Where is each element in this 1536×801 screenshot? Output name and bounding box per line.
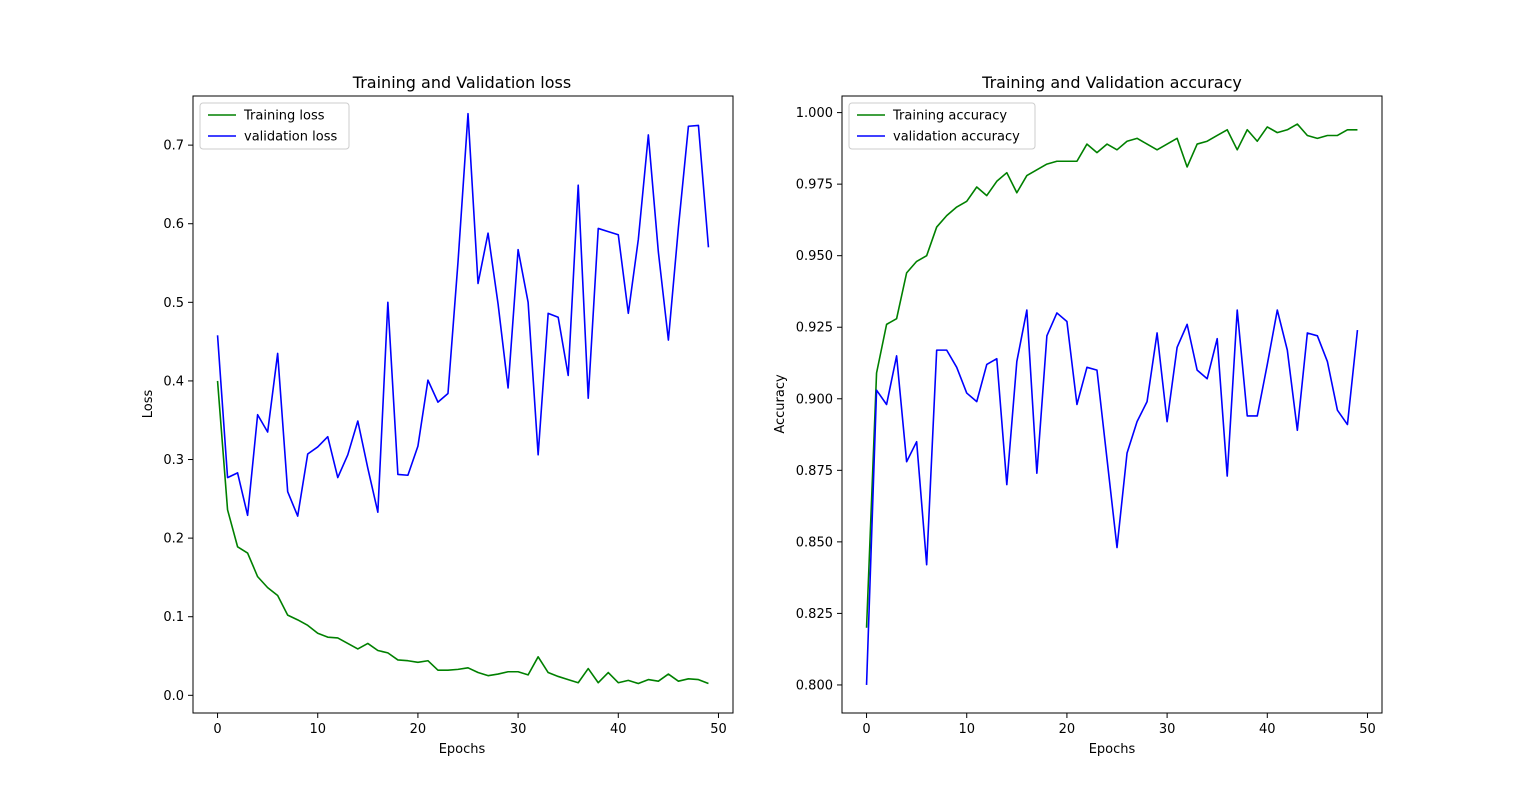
accuracy-x-tick-label: 0 bbox=[862, 722, 870, 737]
loss-y-axis-label: Loss bbox=[141, 390, 156, 419]
loss-x-tick-label: 10 bbox=[309, 722, 326, 737]
series-line-validation-accuracy bbox=[865, 309, 1359, 685]
legend-label-validation-loss: validation loss bbox=[244, 130, 337, 145]
accuracy-x-tick-label: 50 bbox=[1359, 722, 1376, 737]
accuracy-y-tick-label: 0.975 bbox=[796, 178, 833, 193]
legend-label-training-accuracy: Training accuracy bbox=[892, 109, 1007, 124]
loss-x-tick-label: 30 bbox=[510, 722, 527, 737]
loss-x-tick-label: 0 bbox=[213, 722, 221, 737]
loss-y-tick-label: 0.1 bbox=[163, 610, 184, 625]
loss-y-tick-label: 0.0 bbox=[163, 689, 184, 704]
accuracy-x-tick-label: 10 bbox=[958, 722, 975, 737]
loss-chart: Training and Validation loss Epochs Loss… bbox=[141, 73, 734, 757]
loss-y-tick-label: 0.7 bbox=[163, 139, 184, 154]
loss-y-tick-label: 0.6 bbox=[163, 217, 184, 232]
accuracy-chart: Training and Validation accuracy Epochs … bbox=[773, 73, 1383, 757]
accuracy-legend: Training accuracy validation accuracy bbox=[848, 102, 1036, 150]
accuracy-x-tick-label: 30 bbox=[1159, 722, 1176, 737]
loss-plot-area-frame bbox=[192, 95, 734, 714]
series-line-training-accuracy bbox=[865, 123, 1358, 628]
loss-x-tick-label: 20 bbox=[410, 722, 427, 737]
loss-legend: Training loss validation loss bbox=[199, 102, 350, 150]
accuracy-x-axis-label: Epochs bbox=[1089, 742, 1136, 757]
accuracy-y-axis-label: Accuracy bbox=[773, 374, 788, 434]
accuracy-plot-area-frame bbox=[841, 95, 1383, 714]
accuracy-legend-box bbox=[848, 102, 1036, 150]
accuracy-x-tick-label: 20 bbox=[1059, 722, 1076, 737]
accuracy-y-tick-label: 0.875 bbox=[796, 464, 833, 479]
accuracy-chart-title: Training and Validation accuracy bbox=[981, 73, 1242, 92]
loss-y-tick-label: 0.4 bbox=[163, 374, 184, 389]
series-line-training-loss bbox=[216, 380, 709, 685]
accuracy-y-tick-label: 0.925 bbox=[796, 321, 833, 336]
loss-legend-box bbox=[199, 102, 350, 150]
loss-x-axis-label: Epochs bbox=[439, 742, 486, 757]
loss-y-tick-label: 0.2 bbox=[163, 532, 184, 547]
accuracy-y-tick-label: 0.900 bbox=[796, 392, 833, 407]
loss-chart-title: Training and Validation loss bbox=[352, 73, 571, 92]
legend-label-validation-accuracy: validation accuracy bbox=[893, 130, 1020, 145]
loss-x-tick-label: 50 bbox=[710, 722, 727, 737]
series-line-validation-loss bbox=[216, 112, 710, 517]
accuracy-y-tick-label: 0.950 bbox=[796, 249, 833, 264]
accuracy-y-tick-label: 0.800 bbox=[796, 678, 833, 693]
loss-x-tick-label: 40 bbox=[610, 722, 627, 737]
loss-y-tick-label: 0.5 bbox=[163, 296, 184, 311]
loss-y-tick-label: 0.3 bbox=[163, 453, 184, 468]
accuracy-y-tick-label: 0.825 bbox=[796, 607, 833, 622]
legend-label-training-loss: Training loss bbox=[243, 109, 325, 124]
accuracy-y-tick-label: 0.850 bbox=[796, 535, 833, 550]
accuracy-y-tick-label: 1.000 bbox=[796, 106, 833, 121]
accuracy-x-tick-label: 40 bbox=[1259, 722, 1276, 737]
